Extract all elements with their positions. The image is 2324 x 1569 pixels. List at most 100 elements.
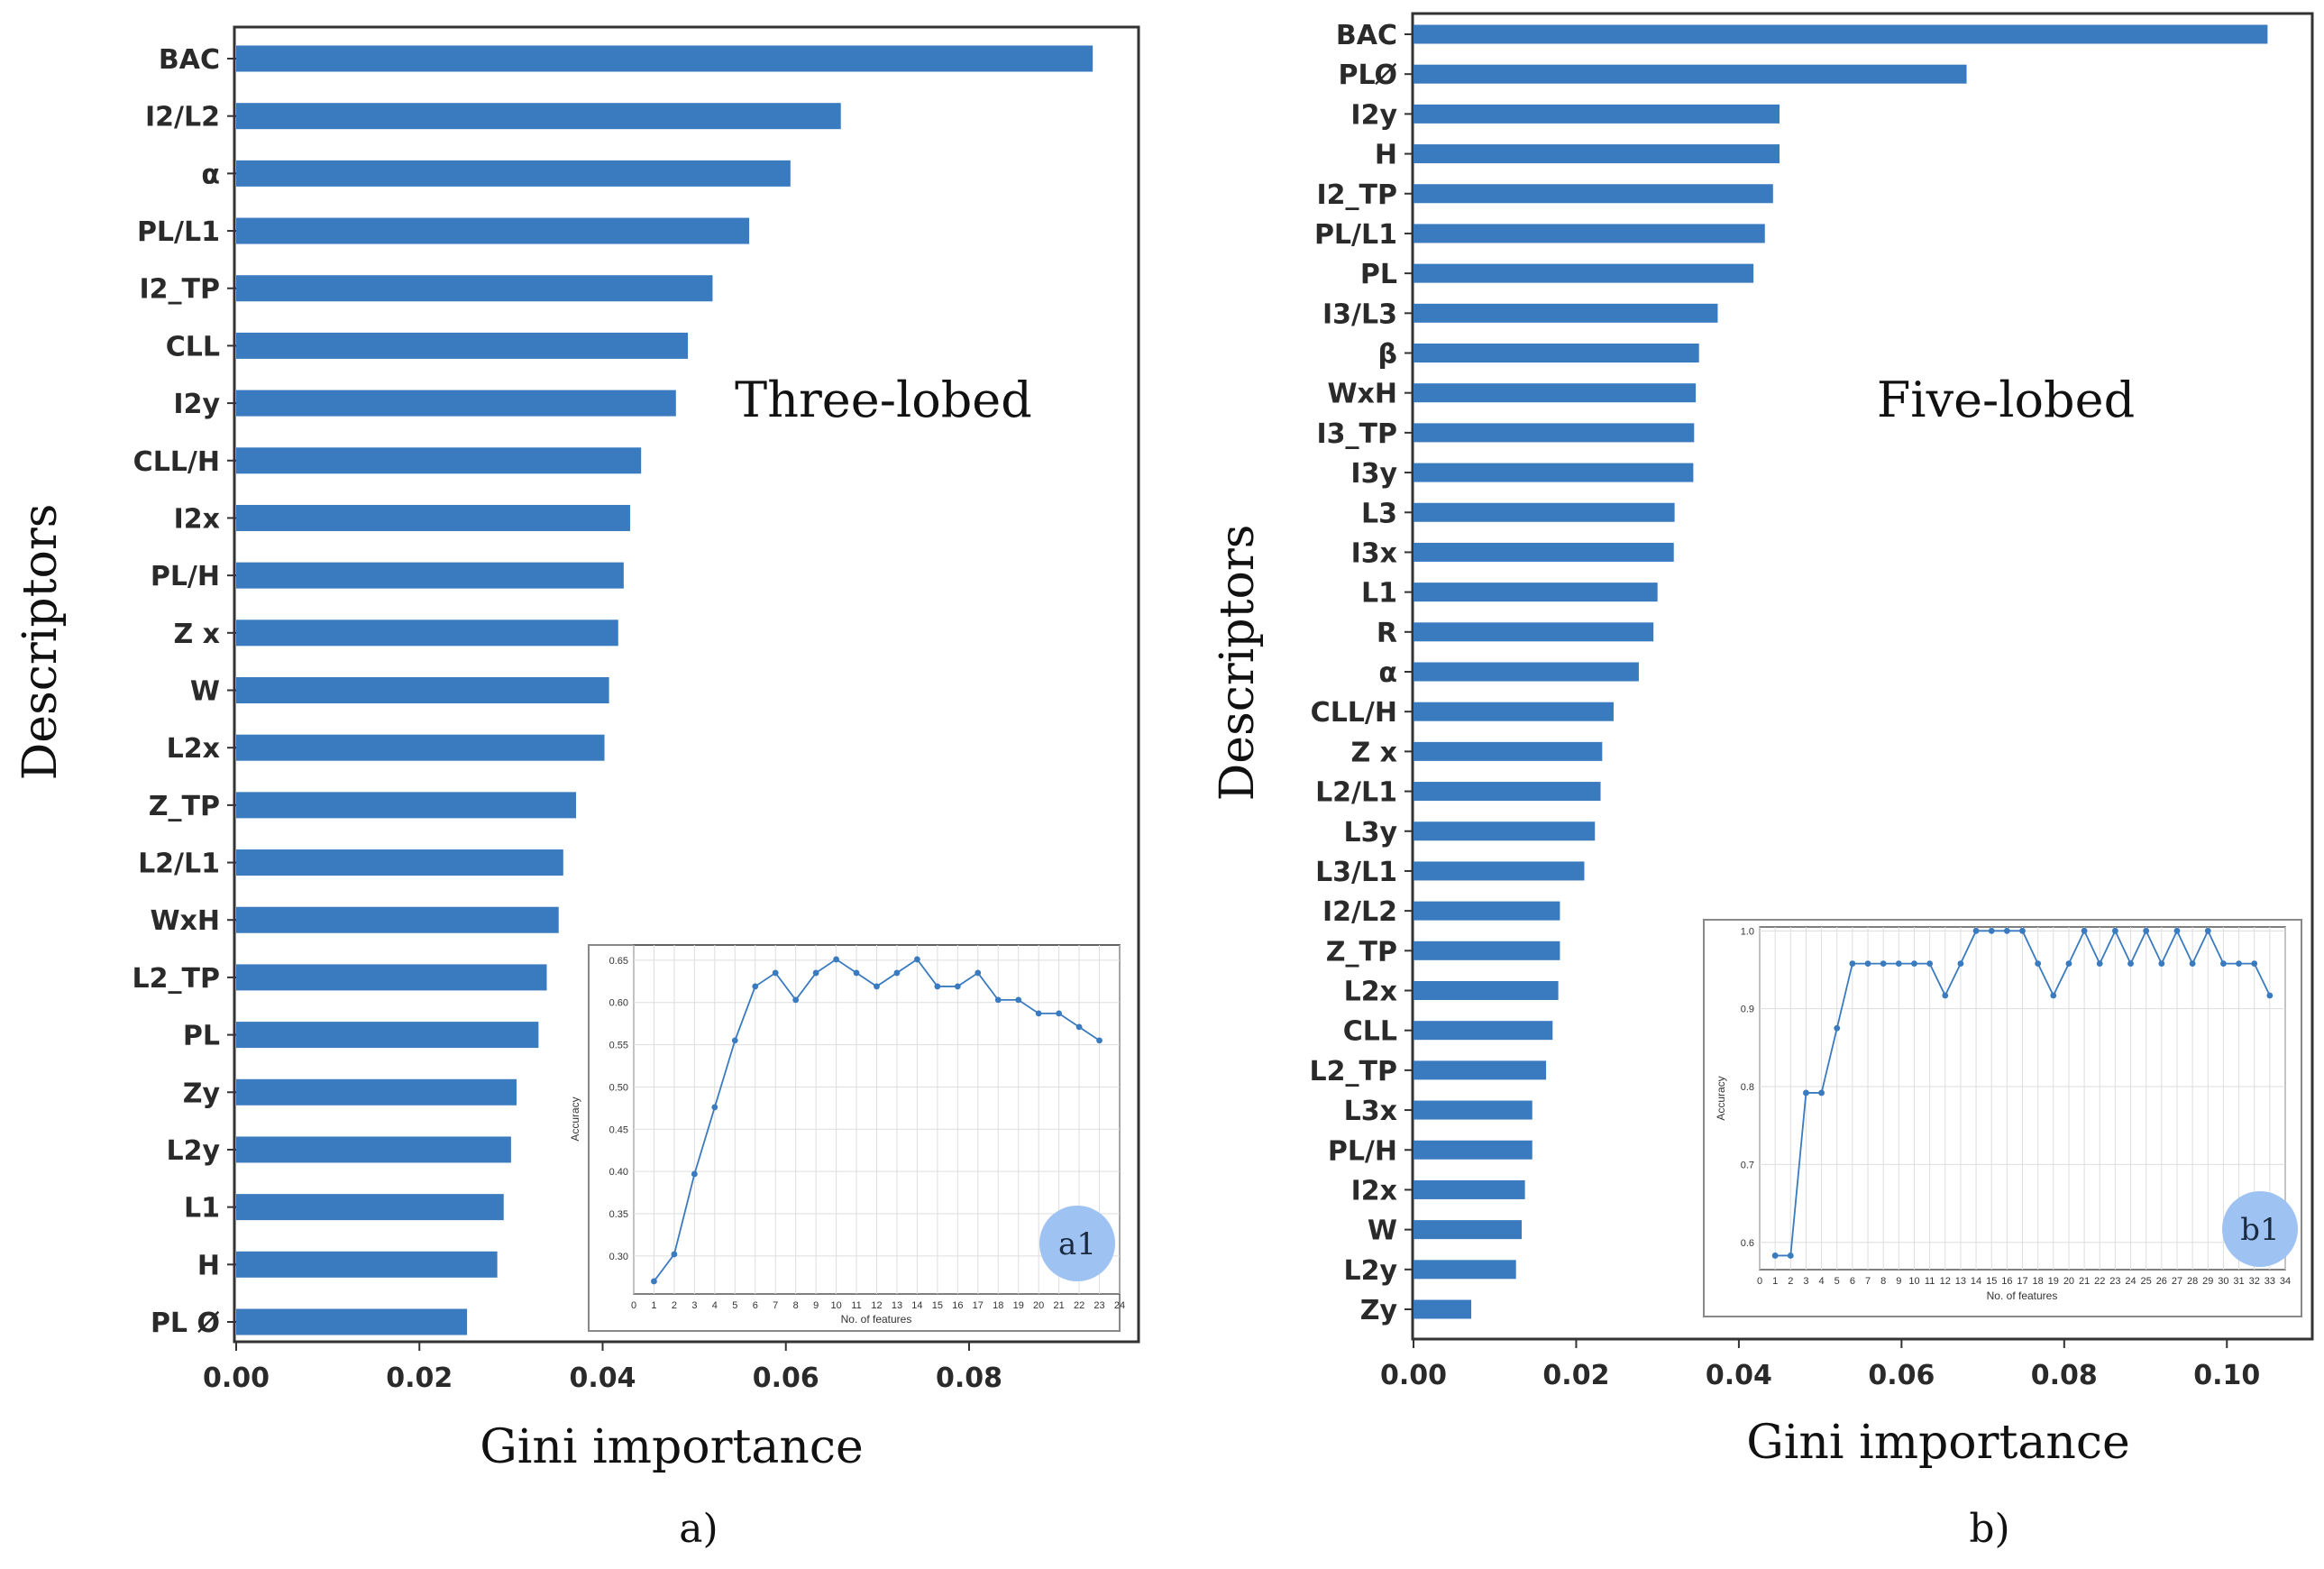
y-tick-label-l2-l1-19: L2/L1 bbox=[1315, 777, 1397, 809]
inset-x-tick-label-10: 10 bbox=[1908, 1276, 1919, 1287]
y-tick-label-l2y-19: L2y bbox=[166, 1135, 220, 1167]
bar-l2-tp-16 bbox=[236, 964, 547, 991]
y-tick-label-cll-5: CLL bbox=[166, 331, 220, 362]
inset-b1-x-axis-title: No. of features bbox=[1987, 1289, 2058, 1302]
inset-x-tick-label-26: 26 bbox=[2156, 1276, 2167, 1287]
inset-x-tick-label-0: 0 bbox=[1757, 1276, 1762, 1287]
inset-point-22 bbox=[1075, 1023, 1083, 1031]
inset-x-tick-label-15: 15 bbox=[932, 1300, 943, 1311]
inset-x-tick-label-21: 21 bbox=[1054, 1300, 1065, 1311]
x-tick-label-1: 0.02 bbox=[1542, 1360, 1609, 1391]
y-tick-label-i3y-11: I3y bbox=[1350, 458, 1397, 490]
inset-x-tick-label-18: 18 bbox=[993, 1300, 1003, 1311]
panel-a-x-axis-title: Gini importance bbox=[480, 1420, 864, 1474]
y-tick-label-i2-l2-22: I2/L2 bbox=[1322, 896, 1397, 928]
y-tick-label-l1-14: L1 bbox=[1361, 578, 1397, 610]
y-tick-label-wxh-15: WxH bbox=[150, 905, 220, 937]
inset-y-tick-label-1: 0.7 bbox=[1741, 1160, 1754, 1170]
y-tick-label-i2x-29: I2x bbox=[1351, 1175, 1397, 1207]
bar-i2-l2-22 bbox=[1414, 901, 1560, 921]
y-tick-label-l2-tp-26: L2_TP bbox=[1310, 1056, 1397, 1087]
bar-w-30 bbox=[1414, 1220, 1523, 1240]
inset-x-tick-label-5: 5 bbox=[1834, 1276, 1840, 1287]
inset-point-18 bbox=[994, 996, 1002, 1004]
inset-x-tick-label-34: 34 bbox=[2280, 1276, 2291, 1287]
inset-x-tick-label-21: 21 bbox=[2079, 1276, 2090, 1287]
bar-l1-20 bbox=[236, 1194, 504, 1221]
bar-z-x-10 bbox=[236, 619, 618, 647]
y-tick-label-wxh-9: WxH bbox=[1327, 379, 1397, 410]
inset-point-4 bbox=[1818, 1089, 1825, 1096]
bar-i2x-8 bbox=[236, 504, 630, 531]
inset-point-2 bbox=[671, 1251, 678, 1258]
inset-x-tick-label-0: 0 bbox=[631, 1300, 636, 1311]
inset-x-tick-label-14: 14 bbox=[911, 1300, 922, 1311]
inset-y-tick-label-2: 0.8 bbox=[1741, 1082, 1754, 1093]
y-tick-label-i2-tp-4: I2_TP bbox=[140, 274, 221, 306]
inset-x-tick-label-9: 9 bbox=[1896, 1276, 1901, 1287]
inset-point-6 bbox=[752, 983, 759, 990]
inset-point-4 bbox=[711, 1104, 718, 1111]
inset-point-17 bbox=[974, 969, 982, 977]
bar-sym-2 bbox=[236, 160, 791, 187]
inset-b1-badge bbox=[2222, 1191, 2298, 1267]
inset-x-tick-label-12: 12 bbox=[871, 1300, 882, 1311]
y-tick-label-l1-20: L1 bbox=[184, 1193, 220, 1225]
panel-b-five-lobed: BAC PLØ I2y H I2_TP PL/L1 PL I3/L3 β WxH I3_TP I3y L… bbox=[1211, 12, 2314, 1552]
inset-point-23 bbox=[1096, 1037, 1103, 1044]
y-tick-label-cll-25: CLL bbox=[1343, 1016, 1397, 1048]
panel-b-x-axis-title: Gini importance bbox=[1746, 1416, 2130, 1470]
inset-point-29 bbox=[2204, 927, 2211, 934]
inset-point-11 bbox=[1926, 960, 1934, 967]
bar-z-x-18 bbox=[1414, 741, 1603, 761]
bar-cll-25 bbox=[1414, 1021, 1553, 1041]
inset-x-tick-label-12: 12 bbox=[1940, 1276, 1951, 1287]
inset-x-tick-label-13: 13 bbox=[1955, 1276, 1966, 1287]
bar-h-3 bbox=[1414, 144, 1780, 164]
y-tick-label-zy-18: Zy bbox=[183, 1078, 221, 1109]
y-tick-label-sym-2: α bbox=[201, 159, 220, 190]
y-tick-label-i2-tp-4: I2_TP bbox=[1317, 179, 1398, 211]
x-tick-label-4: 0.08 bbox=[936, 1363, 1002, 1394]
inset-y-tick-label-0: 0.6 bbox=[1741, 1238, 1754, 1249]
inset-x-tick-label-22: 22 bbox=[1074, 1300, 1084, 1311]
y-tick-label-l2y-31: L2y bbox=[1343, 1255, 1397, 1287]
bar-pl-l1-3 bbox=[236, 217, 750, 244]
inset-x-tick-label-8: 8 bbox=[793, 1300, 799, 1311]
bar-zy-32 bbox=[1414, 1299, 1472, 1319]
inset-point-15 bbox=[934, 983, 941, 990]
bar-w-11 bbox=[236, 677, 609, 703]
y-tick-label-pl-h-9: PL/H bbox=[151, 561, 220, 592]
inset-point-2 bbox=[1787, 1252, 1794, 1259]
panel-a-title: Three-lobed bbox=[735, 372, 1032, 428]
panel-a-three-lobed: BAC I2/L2 α PL/L1 I2_TP CLL I2y CLL/H I2x PL/H Z x… bbox=[14, 25, 1140, 1552]
inset-x-tick-label-8: 8 bbox=[1880, 1276, 1886, 1287]
panel-b-x-ticks: 0.00 0.02 0.04 0.06 0.08 0.10 bbox=[1380, 1339, 2260, 1391]
inset-a1-series bbox=[651, 956, 1103, 1285]
inset-point-19 bbox=[1015, 996, 1022, 1004]
inset-b1-series bbox=[1771, 927, 2274, 1259]
inset-point-20 bbox=[1035, 1010, 1042, 1017]
bar-cll-5 bbox=[236, 332, 689, 359]
y-tick-label-pl-l1-3: PL/L1 bbox=[137, 216, 220, 248]
inset-point-33 bbox=[2266, 992, 2274, 999]
y-tick-label-zy-32: Zy bbox=[1360, 1295, 1398, 1326]
bar-sym-16 bbox=[1414, 662, 1639, 682]
y-tick-label-z-tp-23: Z_TP bbox=[1326, 936, 1397, 968]
inset-y-tick-label-2: 0.40 bbox=[609, 1167, 628, 1178]
x-tick-label-2: 0.04 bbox=[1706, 1360, 1772, 1391]
inset-a1-grid bbox=[633, 945, 1121, 1294]
inset-x-tick-label-3: 3 bbox=[1803, 1276, 1808, 1287]
inset-point-6 bbox=[1849, 960, 1856, 967]
inset-point-25 bbox=[2143, 927, 2150, 934]
y-tick-label-h-21: H bbox=[197, 1250, 220, 1281]
panel-a-caption: a) bbox=[679, 1506, 718, 1552]
bar-h-21 bbox=[236, 1251, 498, 1278]
inset-point-3 bbox=[691, 1170, 698, 1178]
inset-x-tick-label-23: 23 bbox=[1093, 1300, 1104, 1311]
x-tick-label-2: 0.04 bbox=[569, 1363, 636, 1394]
x-tick-label-1: 0.02 bbox=[386, 1363, 453, 1394]
y-tick-label-bac-0: BAC bbox=[1336, 20, 1397, 51]
inset-point-26 bbox=[2158, 960, 2165, 967]
